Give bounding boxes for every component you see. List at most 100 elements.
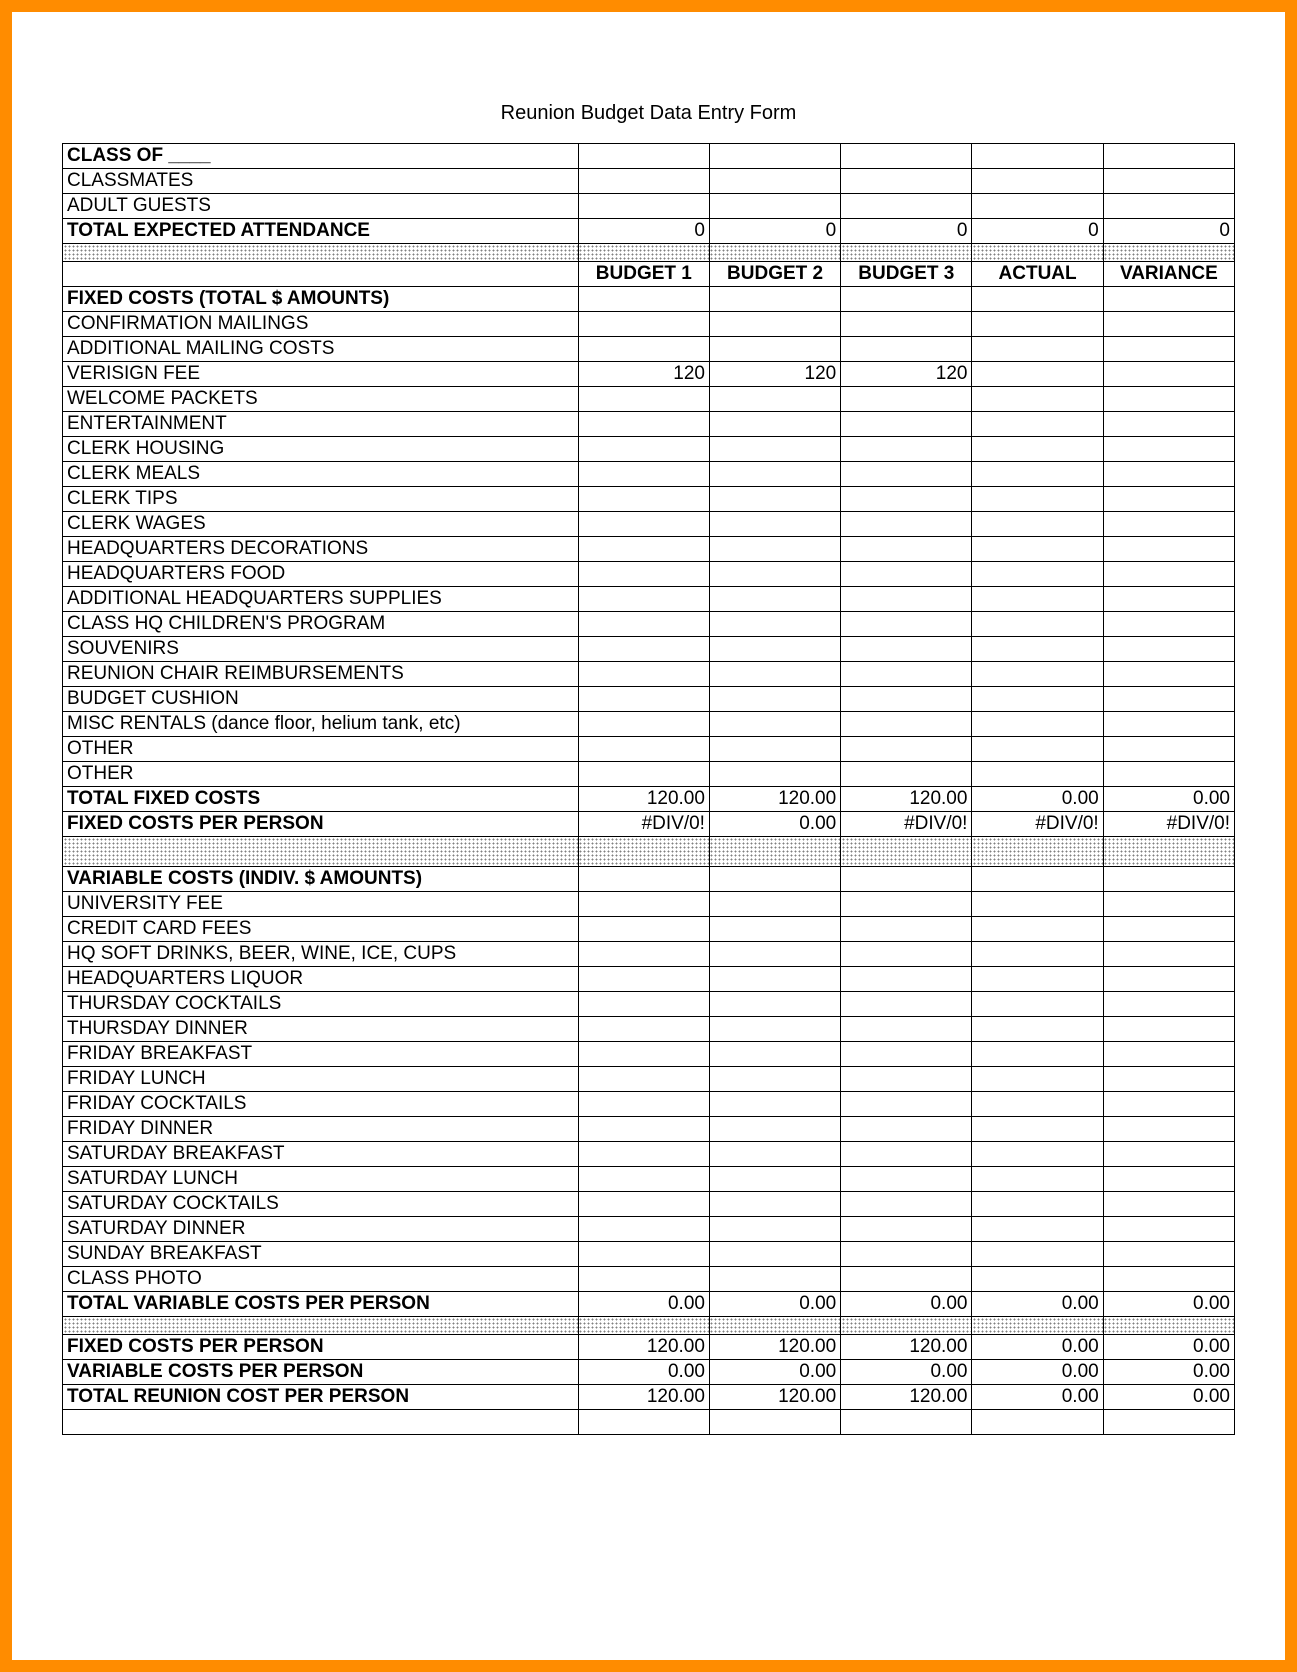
row-value [841, 437, 972, 462]
row-value [841, 1242, 972, 1267]
separator-row [63, 244, 1235, 262]
row-value [972, 387, 1103, 412]
row-value [972, 437, 1103, 462]
row-value [578, 942, 709, 967]
row-value: 0 [841, 219, 972, 244]
row-value [709, 687, 840, 712]
row-label: VARIABLE COSTS (INDIV. $ AMOUNTS) [63, 867, 579, 892]
row-value [841, 612, 972, 637]
row-value [709, 387, 840, 412]
row-label: UNIVERSITY FEE [63, 892, 579, 917]
row-value [841, 487, 972, 512]
table-row: CLERK TIPS [63, 487, 1235, 512]
row-value [841, 169, 972, 194]
row-label: TOTAL REUNION COST PER PERSON [63, 1385, 579, 1410]
row-label: VARIABLE COSTS PER PERSON [63, 1360, 579, 1385]
row-value [841, 387, 972, 412]
table-row: ADULT GUESTS [63, 194, 1235, 219]
separator-cell [972, 837, 1103, 867]
row-value [841, 337, 972, 362]
row-value [1103, 612, 1234, 637]
separator-cell [709, 1317, 840, 1335]
row-value [841, 512, 972, 537]
row-value [578, 337, 709, 362]
row-value: 0.00 [709, 1360, 840, 1385]
budget-table: CLASS OF ____CLASSMATESADULT GUESTS TOTAL… [62, 143, 1235, 1435]
row-value [1103, 1017, 1234, 1042]
row-value [1103, 1410, 1234, 1435]
row-label: SATURDAY DINNER [63, 1217, 579, 1242]
row-label: TOTAL VARIABLE COSTS PER PERSON [63, 1292, 579, 1317]
row-value [841, 1410, 972, 1435]
row-value [841, 1267, 972, 1292]
row-value [972, 662, 1103, 687]
table-row: FRIDAY LUNCH [63, 1067, 1235, 1092]
row-value [578, 737, 709, 762]
row-value [709, 169, 840, 194]
row-label: FIXED COSTS PER PERSON [63, 1335, 579, 1360]
row-label: CLASSMATES [63, 169, 579, 194]
row-value [1103, 892, 1234, 917]
column-header: BUDGET 3 [841, 262, 972, 287]
row-value: 0.00 [972, 1335, 1103, 1360]
table-row: UNIVERSITY FEE [63, 892, 1235, 917]
row-value [972, 412, 1103, 437]
row-value [1103, 917, 1234, 942]
row-value [972, 892, 1103, 917]
row-label: OTHER [63, 737, 579, 762]
separator-row [63, 837, 1235, 867]
page-title: Reunion Budget Data Entry Form [62, 102, 1235, 125]
section-header: VARIABLE COSTS (INDIV. $ AMOUNTS) [63, 867, 1235, 892]
row-value [972, 512, 1103, 537]
table-row: FIXED COSTS PER PERSON120.00120.00120.00… [63, 1335, 1235, 1360]
row-value [841, 587, 972, 612]
row-value [709, 337, 840, 362]
table-row: CLASS PHOTO [63, 1267, 1235, 1292]
row-value [578, 512, 709, 537]
page-frame: Reunion Budget Data Entry Form CLASS OF … [0, 0, 1297, 1672]
row-value [578, 1167, 709, 1192]
table-row: HEADQUARTERS FOOD [63, 562, 1235, 587]
row-value [841, 1217, 972, 1242]
table-row: ENTERTAINMENT [63, 412, 1235, 437]
separator-cell [1103, 837, 1234, 867]
row-value [578, 1117, 709, 1142]
row-label: SATURDAY LUNCH [63, 1167, 579, 1192]
row-value [841, 144, 972, 169]
row-value [709, 1042, 840, 1067]
row-value [709, 437, 840, 462]
row-value [1103, 587, 1234, 612]
row-value: 120.00 [709, 1335, 840, 1360]
row-label: SUNDAY BREAKFAST [63, 1242, 579, 1267]
row-label: SATURDAY BREAKFAST [63, 1142, 579, 1167]
row-value [578, 992, 709, 1017]
row-value [1103, 1267, 1234, 1292]
row-label: FRIDAY BREAKFAST [63, 1042, 579, 1067]
table-row: SOUVENIRS [63, 637, 1235, 662]
separator-cell [972, 244, 1103, 262]
row-value [841, 1042, 972, 1067]
table-row: THURSDAY COCKTAILS [63, 992, 1235, 1017]
row-value: 120.00 [578, 787, 709, 812]
row-value [841, 867, 972, 892]
row-value [1103, 1217, 1234, 1242]
row-value [578, 412, 709, 437]
row-value [709, 1167, 840, 1192]
row-value [972, 287, 1103, 312]
row-value [841, 992, 972, 1017]
row-value [578, 1142, 709, 1167]
row-value: #DIV/0! [841, 812, 972, 837]
row-value [1103, 387, 1234, 412]
row-value: 0.00 [972, 787, 1103, 812]
row-value [709, 1142, 840, 1167]
row-value: 0.00 [709, 1292, 840, 1317]
row-value [972, 1092, 1103, 1117]
separator-cell [841, 1317, 972, 1335]
row-label: CLASS OF ____ [63, 144, 579, 169]
row-label: CLERK TIPS [63, 487, 579, 512]
row-value [578, 287, 709, 312]
column-header: ACTUAL [972, 262, 1103, 287]
row-label: CLERK MEALS [63, 462, 579, 487]
row-value: 120 [709, 362, 840, 387]
table-row: MISC RENTALS (dance floor, helium tank, … [63, 712, 1235, 737]
